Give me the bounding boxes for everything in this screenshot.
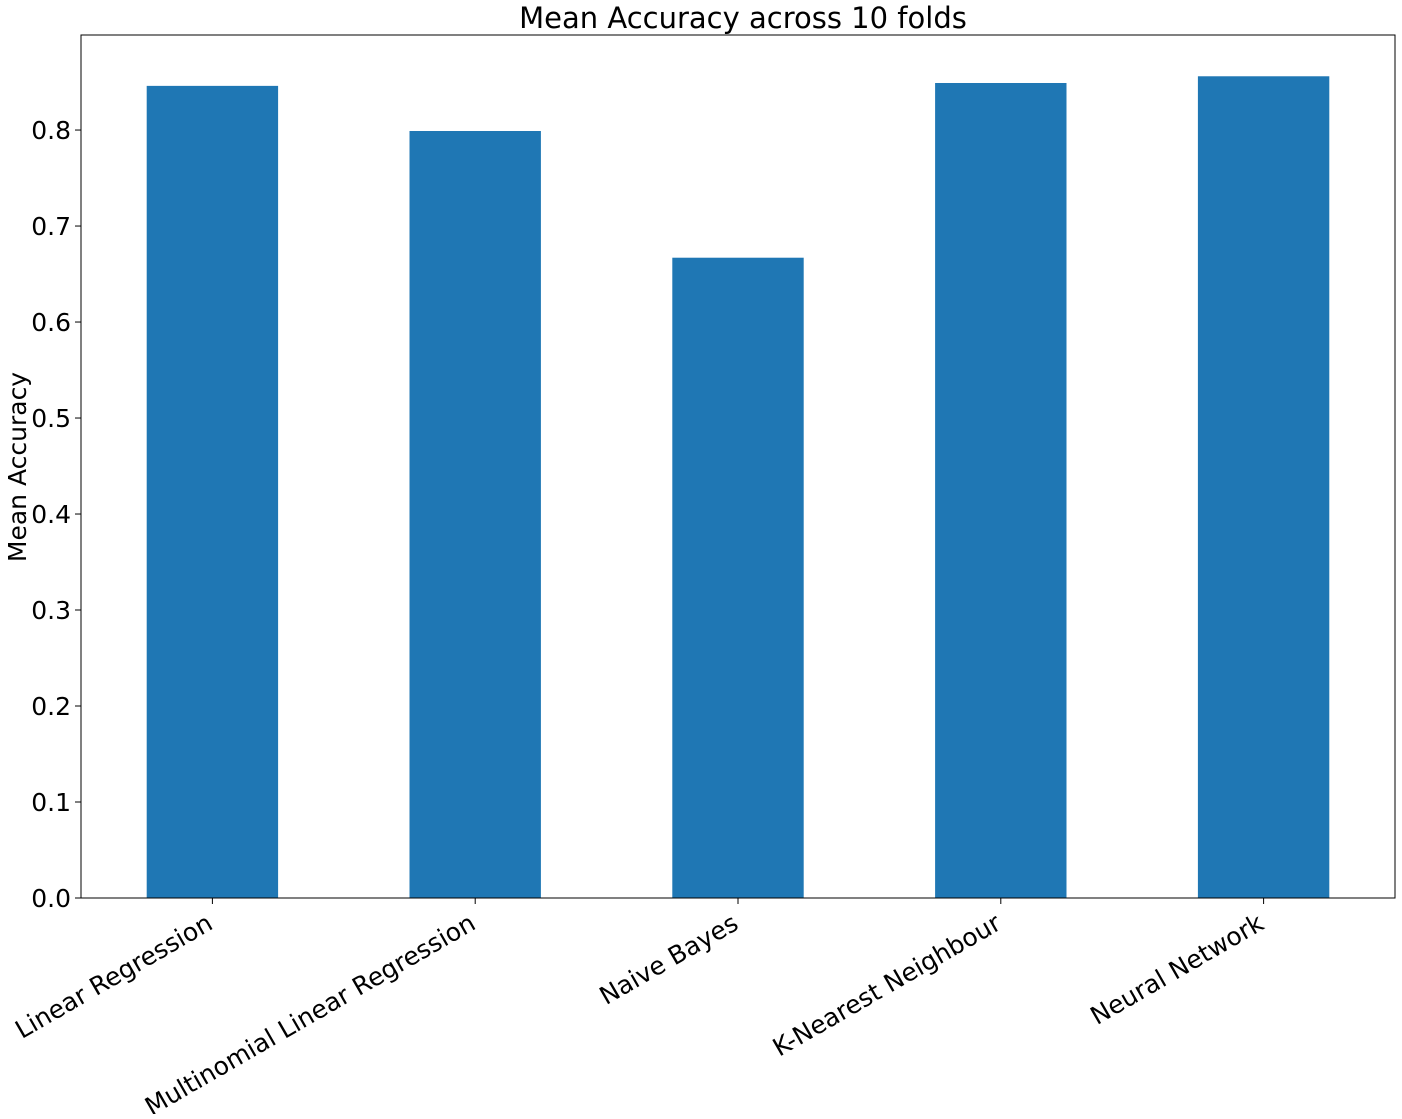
x-tick-label: Linear Regression [10, 908, 217, 1044]
y-tick-label: 0.4 [31, 500, 71, 529]
bar-linear-regression [146, 85, 279, 899]
plot-area: 0.0 0.1 0.2 0.3 0.4 0.5 0.6 0.7 0.8 Linear Regres… [10, 34, 1396, 1119]
bar-k-nearest-neighbour [935, 82, 1067, 898]
chart-title: Mean Accuracy across 10 folds [519, 1, 967, 35]
y-tick-label: 0.2 [31, 692, 71, 721]
y-tick-label: 0.3 [31, 596, 71, 625]
bar-naive-bayes [672, 257, 804, 898]
x-tick-label: K-Nearest Neighbour [768, 908, 1007, 1063]
bar-neural-network [1197, 76, 1330, 899]
y-tick-label: 0.1 [31, 788, 71, 817]
x-tick-label: Naive Bayes [594, 908, 743, 1010]
y-tick-label: 0.8 [31, 116, 71, 145]
bar-multinomial-linear-regression [409, 130, 541, 898]
y-tick-label: 0.6 [31, 308, 71, 337]
y-tick-label: 0.5 [31, 404, 71, 433]
x-tick-label: Neural Network [1085, 908, 1269, 1031]
y-axis-label: Mean Accuracy [3, 372, 32, 562]
y-tick-label: 0.7 [31, 212, 71, 241]
y-tick-label: 0.0 [31, 884, 71, 913]
